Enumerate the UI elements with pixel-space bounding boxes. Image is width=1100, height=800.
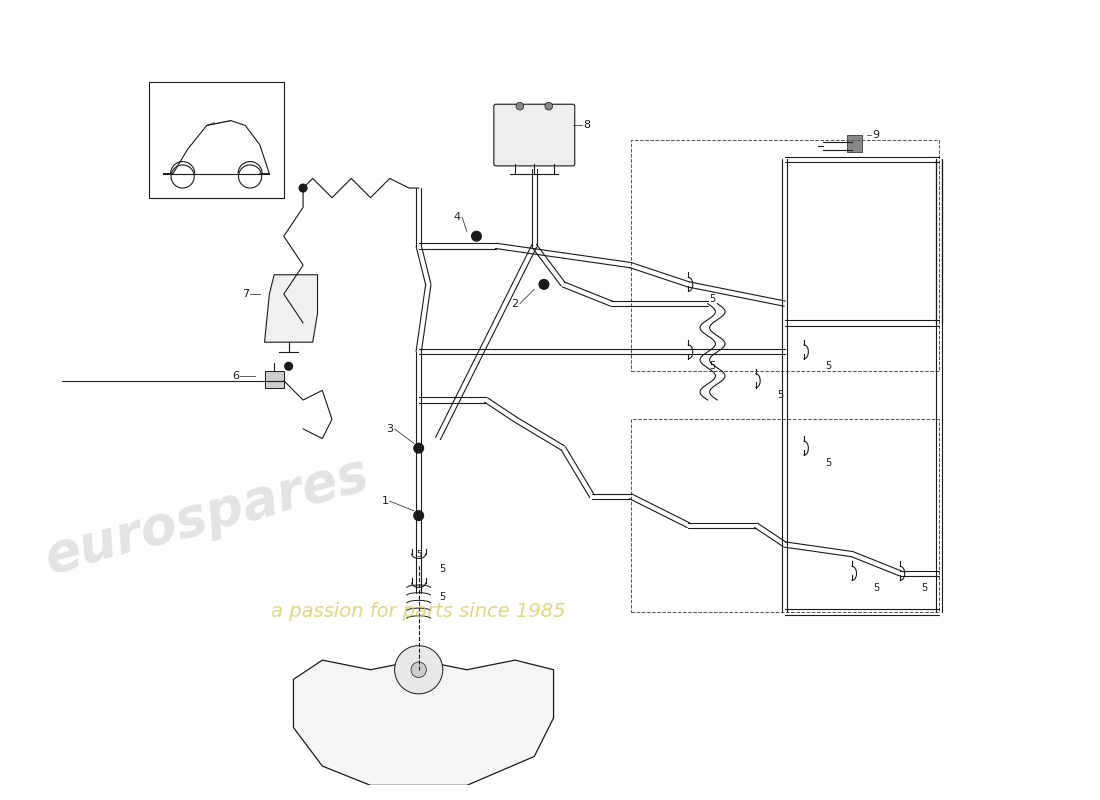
Circle shape: [395, 646, 443, 694]
Circle shape: [544, 102, 552, 110]
Text: 2: 2: [512, 298, 518, 309]
Text: 9: 9: [872, 130, 880, 140]
Circle shape: [285, 362, 293, 370]
Polygon shape: [264, 274, 318, 342]
Circle shape: [516, 102, 524, 110]
Text: 5: 5: [440, 593, 446, 602]
Bar: [847, 135, 861, 153]
Text: 5: 5: [710, 294, 716, 304]
Text: 7: 7: [242, 289, 249, 299]
Text: 5: 5: [825, 362, 832, 371]
Text: 8: 8: [584, 121, 591, 130]
Text: 3: 3: [386, 424, 394, 434]
Text: 6: 6: [232, 371, 239, 381]
Circle shape: [472, 231, 482, 241]
Text: eurospares: eurospares: [39, 447, 374, 584]
Bar: [630, 140, 939, 371]
Text: 4: 4: [453, 212, 461, 222]
Circle shape: [539, 279, 549, 290]
Text: 5: 5: [440, 563, 446, 574]
Bar: [264, 371, 284, 389]
Circle shape: [411, 662, 427, 678]
Text: 5: 5: [922, 583, 927, 593]
Text: 5: 5: [825, 458, 832, 468]
Text: 5: 5: [710, 362, 716, 371]
Bar: [630, 419, 939, 612]
Text: 5: 5: [873, 583, 879, 593]
Text: a passion for parts since 1985: a passion for parts since 1985: [272, 602, 565, 622]
Circle shape: [414, 510, 424, 521]
Circle shape: [299, 184, 307, 192]
Text: 1: 1: [382, 496, 388, 506]
Polygon shape: [294, 660, 553, 786]
FancyBboxPatch shape: [494, 104, 575, 166]
Bar: [148, 82, 284, 198]
Text: 5: 5: [777, 390, 783, 400]
Circle shape: [414, 443, 424, 453]
Text: 5: 5: [416, 550, 421, 558]
